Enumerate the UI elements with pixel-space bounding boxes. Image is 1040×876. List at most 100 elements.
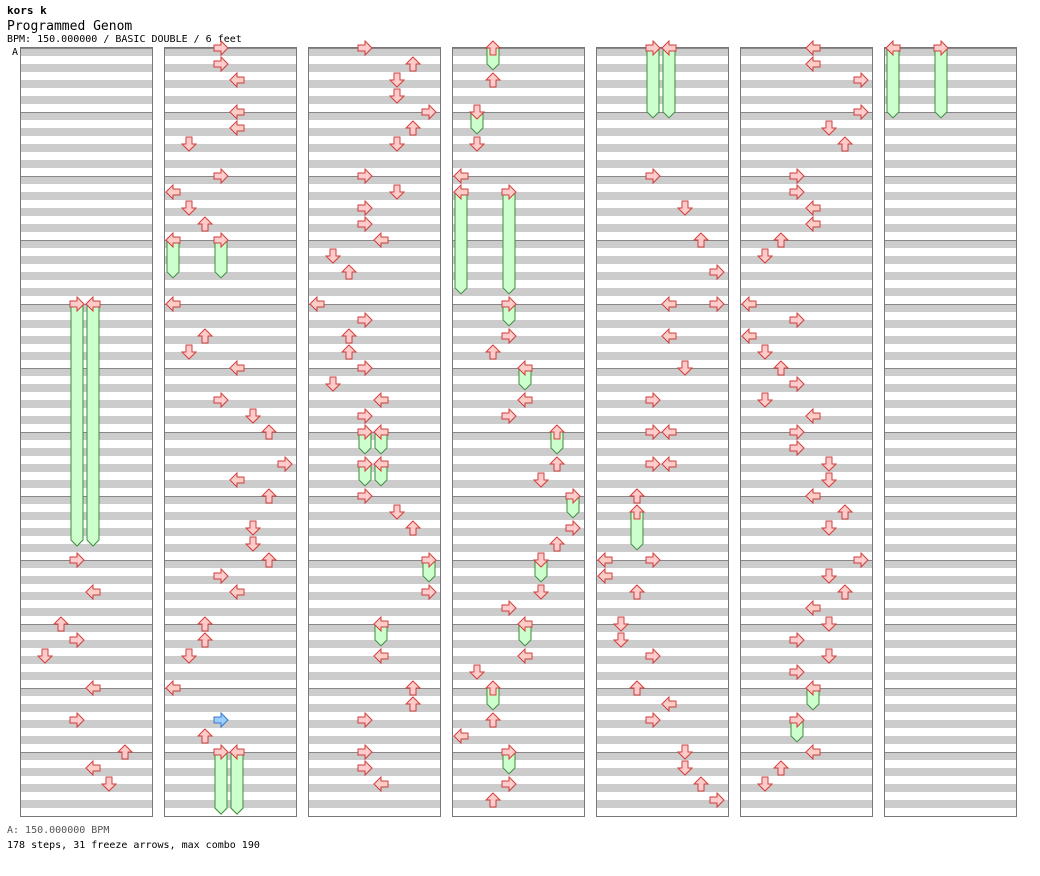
beat-band xyxy=(597,288,728,296)
right-arrow-icon xyxy=(853,103,869,121)
down-arrow-icon xyxy=(820,472,838,488)
beat-band xyxy=(885,304,1016,312)
down-arrow-icon xyxy=(612,632,630,648)
beat-band xyxy=(885,688,1016,696)
beat-band xyxy=(741,592,872,600)
beat-band xyxy=(741,736,872,744)
beat-band xyxy=(885,336,1016,344)
beat-band xyxy=(597,256,728,264)
beat-band xyxy=(597,592,728,600)
beat-band xyxy=(453,272,584,280)
beat-band xyxy=(597,176,728,184)
right-arrow-icon xyxy=(789,183,805,201)
beat-band xyxy=(453,336,584,344)
left-arrow-icon xyxy=(229,119,245,137)
beat-band xyxy=(165,352,296,360)
up-arrow-icon xyxy=(692,776,710,792)
beat-band xyxy=(165,224,296,232)
beat-band xyxy=(309,704,440,712)
right-arrow-icon xyxy=(69,295,85,313)
beat-band xyxy=(21,672,152,680)
freeze-arrow xyxy=(646,47,660,119)
beat-band xyxy=(453,576,584,584)
beat-band xyxy=(21,656,152,664)
beat-band xyxy=(21,128,152,136)
beat-band xyxy=(165,496,296,504)
down-arrow-icon xyxy=(532,552,550,568)
left-arrow-icon xyxy=(805,487,821,505)
beat-band xyxy=(309,288,440,296)
right-arrow-icon xyxy=(789,311,805,329)
beat-band xyxy=(597,544,728,552)
song-title: Programmed Genom xyxy=(7,19,133,34)
beat-band xyxy=(453,112,584,120)
down-arrow-icon xyxy=(388,88,406,104)
beat-band xyxy=(21,800,152,808)
beat-band xyxy=(309,688,440,696)
left-arrow-icon xyxy=(229,583,245,601)
beat-band xyxy=(453,240,584,248)
beat-band xyxy=(165,656,296,664)
beat-band xyxy=(309,784,440,792)
right-arrow-icon xyxy=(357,167,373,185)
beat-band xyxy=(597,192,728,200)
beat-band xyxy=(885,432,1016,440)
right-arrow-icon xyxy=(213,711,229,729)
left-arrow-icon xyxy=(85,295,101,313)
beat-band xyxy=(885,672,1016,680)
beat-band xyxy=(885,160,1016,168)
up-arrow-icon xyxy=(404,520,422,536)
up-arrow-icon xyxy=(404,56,422,72)
beat-band xyxy=(309,544,440,552)
beat-band xyxy=(21,688,152,696)
left-arrow-icon xyxy=(373,391,389,409)
beat-band xyxy=(453,544,584,552)
beat-band xyxy=(597,272,728,280)
down-arrow-icon xyxy=(612,616,630,632)
beat-band xyxy=(309,736,440,744)
beat-band xyxy=(453,688,584,696)
up-arrow-icon xyxy=(404,120,422,136)
beat-band xyxy=(21,64,152,72)
beat-band xyxy=(885,288,1016,296)
bpm-legend: A: 150.000000 BPM xyxy=(7,825,110,836)
beat-band xyxy=(741,512,872,520)
beat-band xyxy=(885,256,1016,264)
beat-band xyxy=(309,720,440,728)
beat-band xyxy=(453,288,584,296)
beat-band xyxy=(453,528,584,536)
beat-band xyxy=(309,128,440,136)
beat-band xyxy=(741,368,872,376)
down-arrow-icon xyxy=(180,200,198,216)
right-arrow-icon xyxy=(789,663,805,681)
right-arrow-icon xyxy=(213,391,229,409)
down-arrow-icon xyxy=(532,472,550,488)
beat-band xyxy=(453,496,584,504)
beat-band xyxy=(165,112,296,120)
beat-band xyxy=(741,240,872,248)
right-arrow-icon xyxy=(357,311,373,329)
left-arrow-icon xyxy=(885,39,901,57)
beat-band xyxy=(597,448,728,456)
freeze-arrow xyxy=(86,303,100,547)
right-arrow-icon xyxy=(789,375,805,393)
left-arrow-icon xyxy=(229,103,245,121)
right-arrow-icon xyxy=(501,183,517,201)
up-arrow-icon xyxy=(196,728,214,744)
beat-band xyxy=(21,272,152,280)
down-arrow-icon xyxy=(676,760,694,776)
down-arrow-icon xyxy=(244,408,262,424)
beat-band xyxy=(453,640,584,648)
beat-band xyxy=(21,544,152,552)
beat-band xyxy=(165,480,296,488)
chart-column xyxy=(884,47,1017,817)
down-arrow-icon xyxy=(820,456,838,472)
beat-band xyxy=(885,64,1016,72)
beat-band xyxy=(597,384,728,392)
right-arrow-icon xyxy=(357,487,373,505)
down-arrow-icon xyxy=(324,248,342,264)
beat-band xyxy=(741,560,872,568)
beat-band xyxy=(741,448,872,456)
beat-band xyxy=(885,128,1016,136)
up-arrow-icon xyxy=(772,760,790,776)
